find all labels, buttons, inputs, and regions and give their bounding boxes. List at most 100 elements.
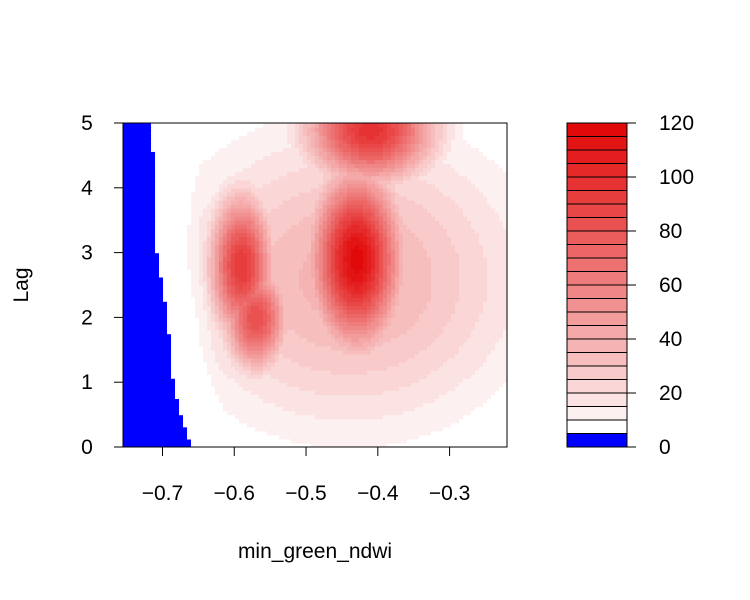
contour-cell (495, 244, 500, 250)
contour-cell (263, 325, 268, 331)
contour-cell (399, 309, 404, 314)
contour-cell (307, 297, 312, 302)
contour-cell (467, 430, 472, 436)
contour-cell (343, 333, 348, 339)
contour-cell (175, 289, 180, 294)
contour-cell (335, 390, 340, 395)
contour-cell (295, 406, 300, 412)
contour-cell (423, 256, 428, 262)
contour-cell (251, 353, 256, 359)
contour-cell (399, 422, 404, 428)
contour-cell (487, 406, 492, 412)
contour-cell (459, 244, 464, 250)
contour-cell (127, 325, 132, 331)
contour-cell (491, 313, 496, 318)
contour-cell (195, 301, 200, 306)
contour-cell (163, 402, 168, 408)
contour-cell (411, 297, 416, 302)
contour-cell (155, 341, 160, 347)
contour-cell (131, 305, 136, 310)
contour-cell (427, 240, 432, 246)
contour-cell (359, 333, 364, 339)
contour-cell (139, 442, 144, 447)
contour-cell (259, 422, 264, 428)
contour-cell (371, 442, 376, 447)
contour-cell (355, 244, 360, 250)
contour-cell (431, 272, 436, 278)
contour-cell (135, 361, 140, 367)
contour-cell (399, 442, 404, 447)
contour-cell (311, 248, 316, 254)
contour-cell (231, 285, 236, 290)
contour-cell (371, 438, 376, 444)
contour-cell (467, 309, 472, 314)
contour-cell (439, 390, 444, 395)
contour-cell (267, 297, 272, 302)
contour-cell (463, 248, 468, 254)
contour-cell (275, 382, 280, 387)
contour-cell (423, 276, 428, 282)
contour-cell (135, 260, 140, 266)
contour-cell (211, 337, 216, 343)
contour-cell (351, 410, 356, 416)
contour-cell (203, 341, 208, 347)
contour-cell (391, 374, 396, 379)
contour-cell (187, 341, 192, 347)
contour-cell (263, 285, 268, 290)
contour-cell (279, 353, 284, 359)
contour-cell (319, 442, 324, 447)
contour-cell (335, 260, 340, 266)
contour-cell (167, 276, 172, 282)
contour-cell (499, 374, 504, 379)
contour-cell (247, 382, 252, 387)
contour-cell (175, 301, 180, 306)
contour-cell (219, 341, 224, 347)
contour-cell (391, 422, 396, 428)
contour-cell (299, 252, 304, 258)
contour-cell (147, 325, 152, 331)
contour-cell (415, 382, 420, 387)
contour-cell (227, 361, 232, 367)
contour-cell (483, 430, 488, 436)
contour-cell (347, 438, 352, 444)
contour-cell (419, 333, 424, 339)
contour-cell (395, 370, 400, 375)
contour-cell (339, 313, 344, 318)
contour-cell (431, 341, 436, 347)
contour-cell (219, 390, 224, 395)
contour-cell (223, 248, 228, 254)
contour-cell (351, 309, 356, 314)
contour-cell (383, 370, 388, 375)
contour-cell (419, 248, 424, 254)
contour-cell (123, 325, 128, 331)
contour-cell (219, 406, 224, 412)
contour-cell (499, 390, 504, 395)
contour-cell (223, 438, 228, 444)
contour-cell (159, 357, 164, 363)
contour-cell (195, 402, 200, 408)
contour-cell (379, 309, 384, 314)
contour-cell (259, 394, 264, 399)
contour-cell (443, 301, 448, 306)
contour-cell (383, 390, 388, 395)
contour-cell (243, 370, 248, 375)
contour-cell (455, 422, 460, 428)
contour-cell (203, 329, 208, 335)
contour-cell (403, 414, 408, 420)
contour-cell (223, 240, 228, 246)
contour-cell (427, 353, 432, 359)
contour-cell (327, 297, 332, 302)
contour-cell (347, 353, 352, 359)
contour-cell (471, 406, 476, 412)
contour-cell (243, 252, 248, 258)
contour-cell (467, 248, 472, 254)
contour-cell (279, 374, 284, 379)
contour-cell (131, 374, 136, 379)
contour-cell (231, 378, 236, 383)
contour-cell (423, 240, 428, 246)
contour-cell (439, 325, 444, 331)
contour-cell (295, 361, 300, 367)
contour-cell (407, 240, 412, 246)
contour-cell (283, 313, 288, 318)
contour-cell (167, 341, 172, 347)
